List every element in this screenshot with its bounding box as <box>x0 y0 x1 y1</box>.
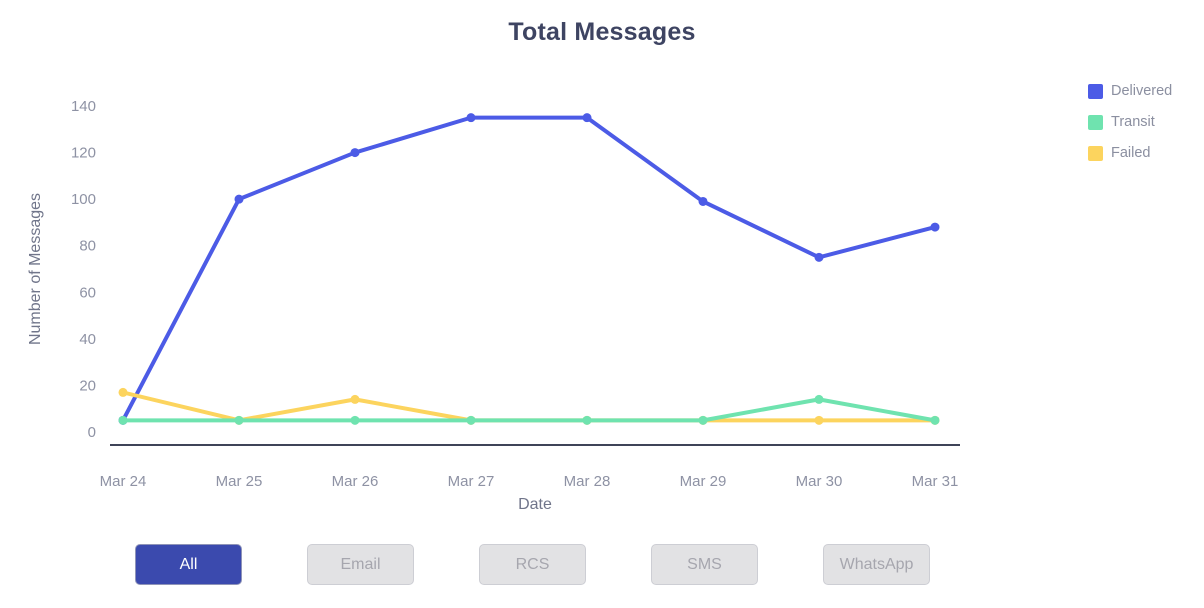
chart-legend: Delivered Transit Failed <box>1088 83 1172 161</box>
legend-label-failed: Failed <box>1111 145 1151 161</box>
failed-swatch-icon <box>1088 145 1103 161</box>
data-point-transit <box>118 415 128 425</box>
data-point-failed <box>118 387 128 397</box>
y-tick-label: 40 <box>79 331 96 348</box>
y-tick-label: 0 <box>88 424 96 441</box>
data-point-delivered <box>466 113 476 123</box>
x-tick-label: Mar 31 <box>912 473 959 490</box>
data-point-transit <box>466 415 476 425</box>
y-axis-label: Number of Messages <box>27 193 44 345</box>
x-tick-label: Mar 27 <box>448 473 495 490</box>
line-chart-canvas[interactable]: 0 20 40 60 80 100 120 140 Mar 24 Mar 25 Mar 26 Mar … <box>0 0 1204 530</box>
series-line-delivered <box>121 115 937 423</box>
filter-button-all[interactable]: All <box>135 544 242 585</box>
x-tick-label: Mar 24 <box>100 473 147 490</box>
series-line-failed <box>121 390 937 423</box>
data-point-failed <box>350 394 360 404</box>
legend-item-delivered[interactable]: Delivered <box>1088 83 1172 99</box>
x-tick-label: Mar 28 <box>564 473 611 490</box>
data-point-delivered <box>930 222 940 232</box>
series-line-transit <box>121 397 937 423</box>
data-point-failed <box>814 415 824 425</box>
legend-item-failed[interactable]: Failed <box>1088 145 1172 161</box>
y-tick-label: 120 <box>71 145 96 162</box>
filter-button-whatsapp[interactable]: WhatsApp <box>823 544 930 585</box>
data-point-transit <box>350 415 360 425</box>
data-point-transit <box>582 415 592 425</box>
filter-button-rcs[interactable]: RCS <box>479 544 586 585</box>
filter-button-email[interactable]: Email <box>307 544 414 585</box>
y-tick-label: 100 <box>71 191 96 208</box>
legend-item-transit[interactable]: Transit <box>1088 114 1172 130</box>
delivered-swatch-icon <box>1088 83 1103 99</box>
data-point-transit <box>814 394 824 404</box>
x-axis-label: Date <box>518 496 552 513</box>
y-tick-label: 80 <box>79 238 96 255</box>
x-tick-label: Mar 30 <box>796 473 843 490</box>
page-title: Total Messages <box>508 18 696 46</box>
legend-label-delivered: Delivered <box>1111 83 1173 99</box>
data-point-delivered <box>698 196 708 206</box>
legend-label-transit: Transit <box>1111 114 1155 130</box>
x-tick-label: Mar 26 <box>332 473 379 490</box>
data-point-delivered <box>234 194 244 204</box>
data-point-transit <box>930 415 940 425</box>
data-point-transit <box>698 415 708 425</box>
y-tick-label: 60 <box>79 284 96 301</box>
x-tick-label: Mar 29 <box>680 473 727 490</box>
data-point-transit <box>234 415 244 425</box>
y-tick-label: 140 <box>71 98 96 115</box>
transit-swatch-icon <box>1088 114 1103 130</box>
channel-filter-row: All Email RCS SMS WhatsApp <box>135 544 930 585</box>
data-point-delivered <box>814 252 824 262</box>
filter-button-sms[interactable]: SMS <box>651 544 758 585</box>
data-point-delivered <box>582 113 592 123</box>
data-point-delivered <box>350 148 360 158</box>
y-tick-label: 20 <box>79 377 96 394</box>
x-tick-label: Mar 25 <box>216 473 263 490</box>
